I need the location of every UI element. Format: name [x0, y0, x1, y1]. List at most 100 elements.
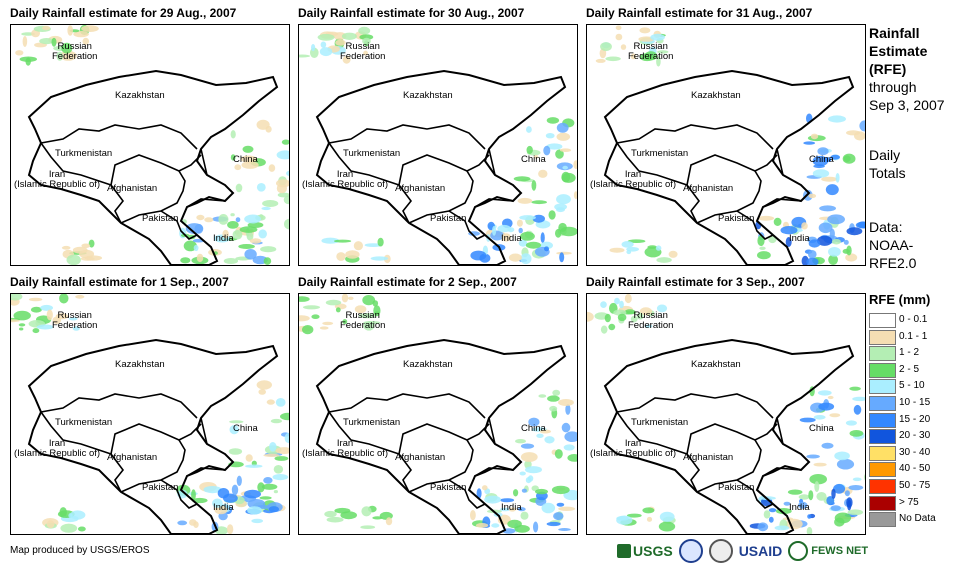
rainfall-patch	[852, 477, 862, 482]
rainfall-patch	[525, 241, 542, 249]
legend-label: 10 - 15	[899, 396, 931, 408]
rainfall-patch	[563, 444, 575, 451]
rainfall-patch	[270, 418, 282, 424]
rainfall-patch	[808, 490, 814, 501]
country-label-india: India	[789, 233, 810, 244]
rainfall-patch	[191, 489, 196, 501]
rainfall-patch	[773, 217, 782, 226]
rainfall-patch	[545, 133, 555, 139]
logos: USGS USAID FEWS NET	[617, 538, 868, 564]
rainfall-patch	[644, 324, 653, 328]
country-label-iran: Iran (Islamic Republic of)	[590, 438, 677, 459]
rainfall-patch	[322, 321, 334, 326]
rainfall-patch	[263, 477, 273, 484]
side-data-source: Data: NOAA- RFE2.0	[869, 219, 917, 271]
rainfall-patch	[757, 522, 769, 532]
rainfall-patch	[470, 510, 476, 521]
country-border	[40, 142, 112, 186]
rainfall-patch	[544, 436, 555, 444]
rainfall-patch	[311, 314, 320, 319]
rainfall-patch	[609, 247, 625, 253]
country-border	[186, 198, 226, 208]
rainfall-map-5: Russian Federation Kazakhstan Turkmenistan I…	[298, 293, 578, 535]
rainfall-patch	[203, 486, 222, 494]
rainfall-patch	[196, 253, 204, 263]
rainfall-patch	[813, 462, 827, 467]
country-border	[120, 439, 186, 493]
rainfall-patch	[600, 325, 608, 334]
rainfall-patch	[558, 399, 574, 406]
rainfall-patch	[230, 213, 235, 217]
rainfall-patch	[556, 122, 569, 133]
rainfall-patch	[372, 516, 383, 520]
rainfall-patch	[256, 380, 272, 390]
country-border	[110, 154, 202, 186]
rainfall-patch	[817, 147, 829, 156]
rainfall-patch	[646, 516, 653, 522]
country-border	[686, 453, 701, 493]
rainfall-patch	[229, 425, 239, 435]
rainfall-patch	[818, 222, 833, 234]
rainfall-patch	[321, 237, 340, 244]
country-label-iran: Iran (Islamic Republic of)	[302, 169, 389, 190]
rainfall-patch	[470, 250, 487, 261]
rainfall-patch	[334, 239, 352, 243]
usgs-logo: USGS	[617, 543, 673, 559]
rainfall-patch	[11, 294, 23, 301]
rainfall-patch	[15, 50, 24, 56]
rainfall-patch	[475, 523, 489, 528]
country-label-china: China	[809, 154, 834, 165]
rainfall-patch	[277, 192, 289, 198]
rainfall-patch	[817, 390, 832, 396]
country-border	[488, 148, 496, 176]
usgs-wave-icon	[617, 544, 631, 558]
credit-text: Map produced by USGS/EROS	[10, 545, 150, 556]
rainfall-patch	[842, 248, 850, 254]
usaid-logo: USAID	[738, 543, 783, 559]
rainfall-patch	[831, 238, 841, 245]
rainfall-patch	[68, 513, 73, 519]
rainfall-patch	[636, 312, 644, 320]
rainfall-patch	[526, 126, 532, 133]
rainfall-patch	[828, 115, 846, 123]
legend-swatch	[869, 429, 896, 445]
country-border	[328, 142, 400, 186]
rainfall-patch	[844, 490, 850, 497]
rainfall-patch	[177, 520, 188, 526]
rainfall-patch	[283, 195, 289, 205]
rainfall-patch	[56, 51, 64, 61]
rainfall-patch	[258, 389, 266, 395]
country-label-china: China	[233, 423, 258, 434]
rainfall-patch	[299, 315, 310, 322]
country-label-iran: Iran (Islamic Republic of)	[302, 438, 389, 459]
country-border	[40, 411, 112, 455]
rainfall-patch	[275, 447, 289, 455]
rainfall-patch	[341, 294, 349, 303]
rainfall-patch	[573, 191, 577, 199]
rainfall-patch	[801, 222, 808, 230]
country-border	[40, 124, 198, 150]
rainfall-patch	[520, 511, 529, 520]
legend-swatch	[869, 478, 896, 494]
rainfall-patch	[223, 258, 239, 264]
rainfall-patch	[814, 481, 820, 493]
rainfall-patch	[525, 466, 542, 474]
rainfall-patch	[183, 240, 197, 252]
country-border	[328, 393, 486, 419]
country-border	[762, 467, 802, 477]
side-totals: Daily Totals	[869, 147, 906, 181]
rainfall-patch	[234, 164, 242, 171]
country-label-turkmenistan: Turkmenistan	[55, 417, 113, 428]
rainfall-patch	[852, 396, 865, 402]
rainfall-map-2: Russian Federation Kazakhstan Turkmenistan I…	[298, 24, 578, 266]
country-label-india: India	[213, 502, 234, 513]
country-label-kazakhstan: Kazakhstan	[403, 359, 453, 370]
rainfall-patch	[280, 412, 289, 421]
rainfall-patch	[630, 53, 637, 60]
rainfall-patch	[370, 256, 389, 261]
rainfall-patch	[638, 36, 655, 42]
rainfall-patch	[354, 305, 367, 314]
rainfall-patch	[46, 520, 55, 529]
country-label-pakistan: Pakistan	[430, 213, 467, 224]
rainfall-patch	[79, 249, 95, 259]
